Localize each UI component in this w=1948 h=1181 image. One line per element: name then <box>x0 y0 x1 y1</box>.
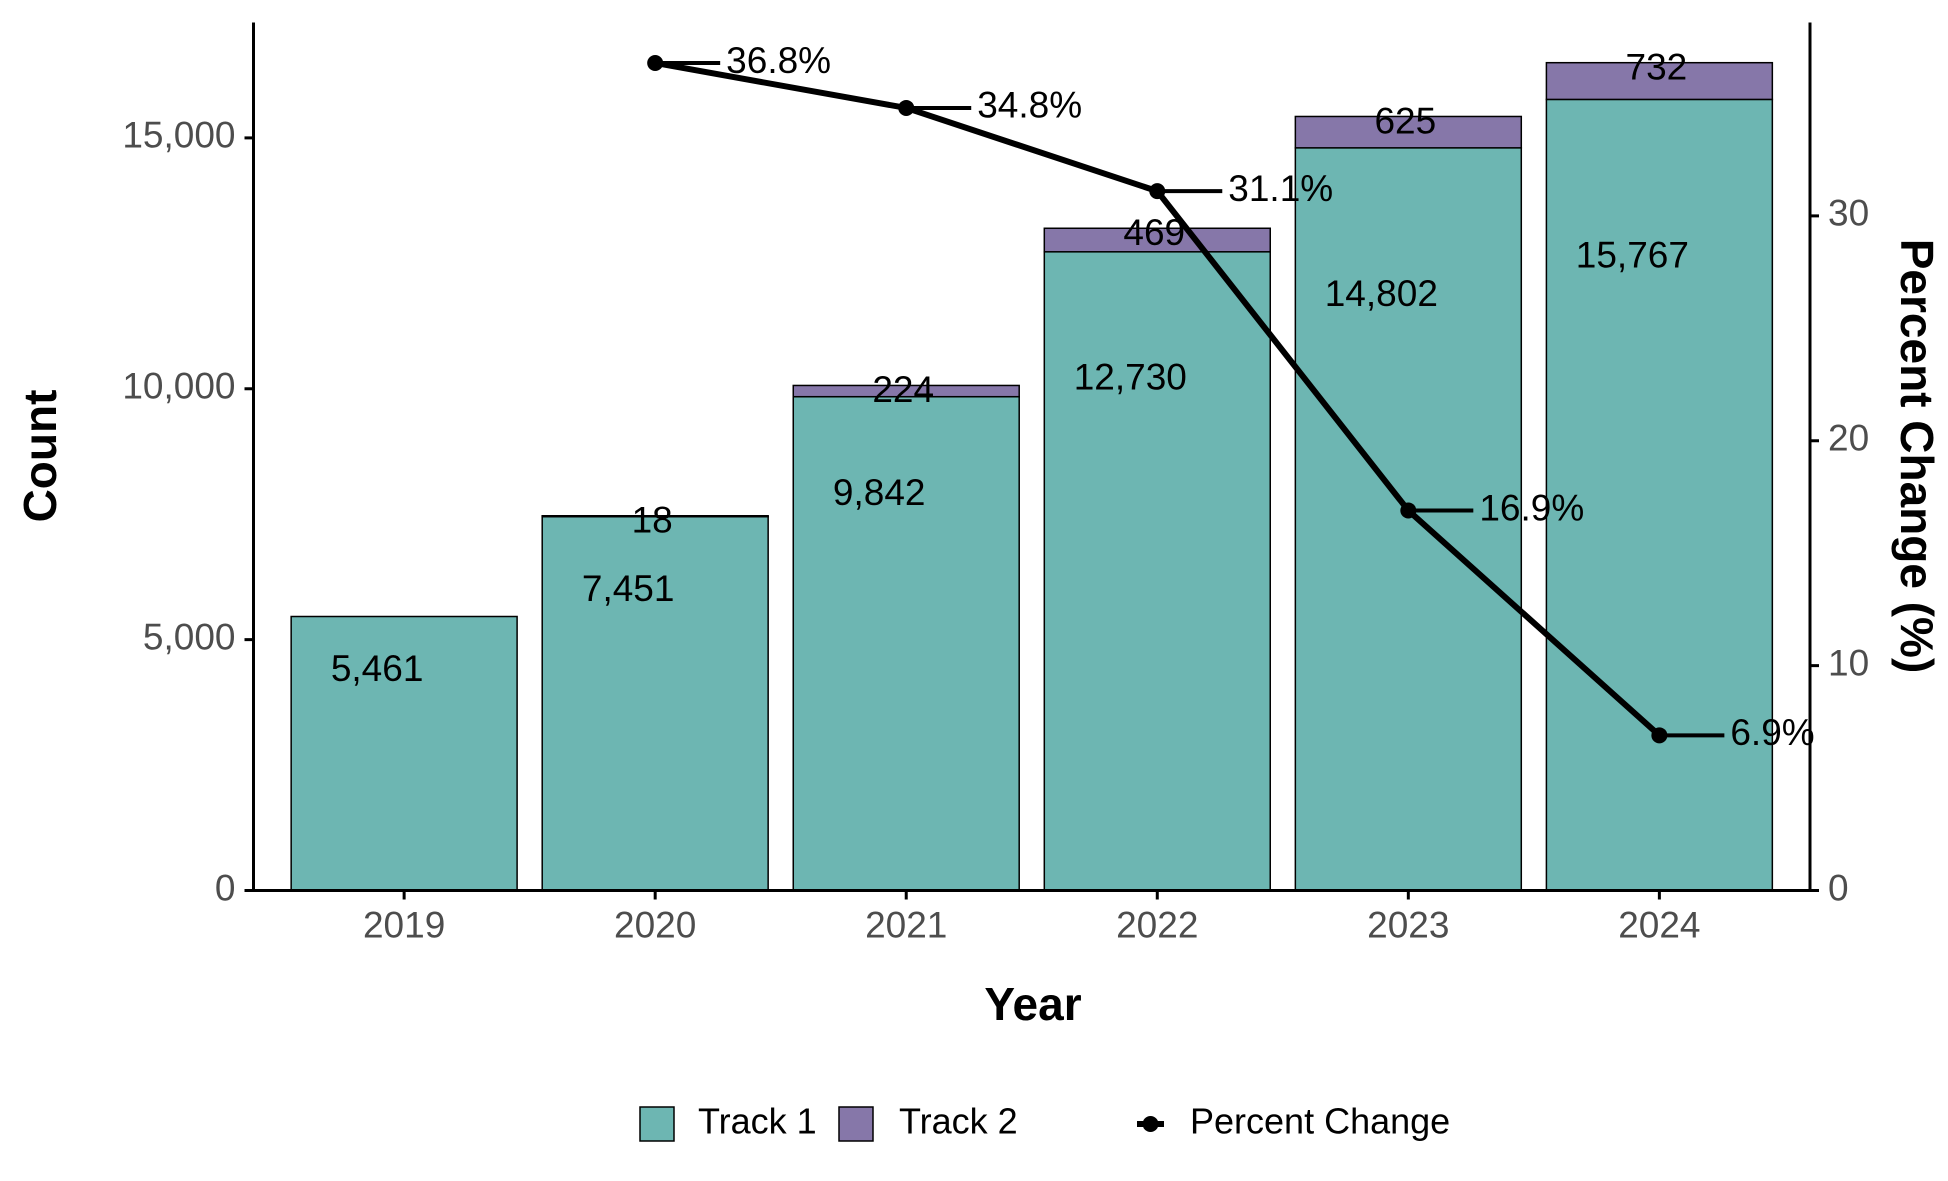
legend-label: Percent Change <box>1190 1101 1450 1142</box>
y-tick-label: 0 <box>215 867 236 908</box>
data-label: 625 <box>1374 100 1436 141</box>
legend-point <box>1142 1116 1159 1132</box>
y-tick-label: 15,000 <box>122 115 235 156</box>
y2-tick-label: 0 <box>1828 867 1849 908</box>
bar <box>1043 251 1271 892</box>
data-label: 12,730 <box>1074 356 1187 397</box>
data-label: 16.9% <box>1479 487 1584 528</box>
bar <box>1294 115 1523 149</box>
x-tick-label: 2019 <box>363 904 445 945</box>
data-label: 224 <box>872 369 934 410</box>
bar <box>792 395 1020 892</box>
data-label: 36.8% <box>726 40 831 81</box>
y-tick-label: 10,000 <box>122 366 235 407</box>
data-label: 9,842 <box>833 472 926 513</box>
point <box>898 99 915 116</box>
bar <box>792 384 1020 398</box>
y2-tick-label: 30 <box>1828 193 1869 234</box>
y2-tick-label: 10 <box>1828 642 1869 683</box>
data-label: 7,451 <box>582 568 675 609</box>
data-label: 15,767 <box>1576 234 1689 275</box>
data-label: 732 <box>1626 46 1688 87</box>
bar <box>541 515 769 518</box>
legend-label: Track 2 <box>899 1101 1018 1142</box>
point <box>647 54 664 71</box>
point <box>1400 502 1417 519</box>
x-tick-label: 2020 <box>614 904 696 945</box>
x-tick-label: 2022 <box>1116 904 1198 945</box>
data-label: 5,461 <box>331 648 424 689</box>
data-label: 18 <box>632 500 673 541</box>
x-tick-label: 2023 <box>1367 904 1449 945</box>
y-axis-title: Count <box>14 390 66 523</box>
bar <box>541 515 769 892</box>
bar <box>1545 98 1774 892</box>
x-axis-title: Year <box>984 978 1081 1030</box>
legend-label: Track 1 <box>698 1101 817 1142</box>
x-tick-label: 2021 <box>865 904 947 945</box>
y2-axis-title: Percent Change (%) <box>1891 239 1943 674</box>
bar <box>1043 227 1271 253</box>
point <box>1149 183 1166 200</box>
y-tick-label: 5,000 <box>143 616 236 657</box>
bar <box>290 615 518 892</box>
legend-swatch <box>639 1106 675 1142</box>
legend-swatch <box>838 1106 874 1142</box>
data-label: 469 <box>1123 212 1185 253</box>
x-tick-label: 2024 <box>1618 904 1700 945</box>
data-label: 31.1% <box>1228 168 1333 209</box>
y2-tick-label: 20 <box>1828 418 1869 459</box>
data-label: 6.9% <box>1730 712 1814 753</box>
bar <box>1545 61 1774 101</box>
point <box>1651 727 1668 744</box>
data-label: 34.8% <box>977 85 1082 126</box>
data-label: 14,802 <box>1325 273 1438 314</box>
